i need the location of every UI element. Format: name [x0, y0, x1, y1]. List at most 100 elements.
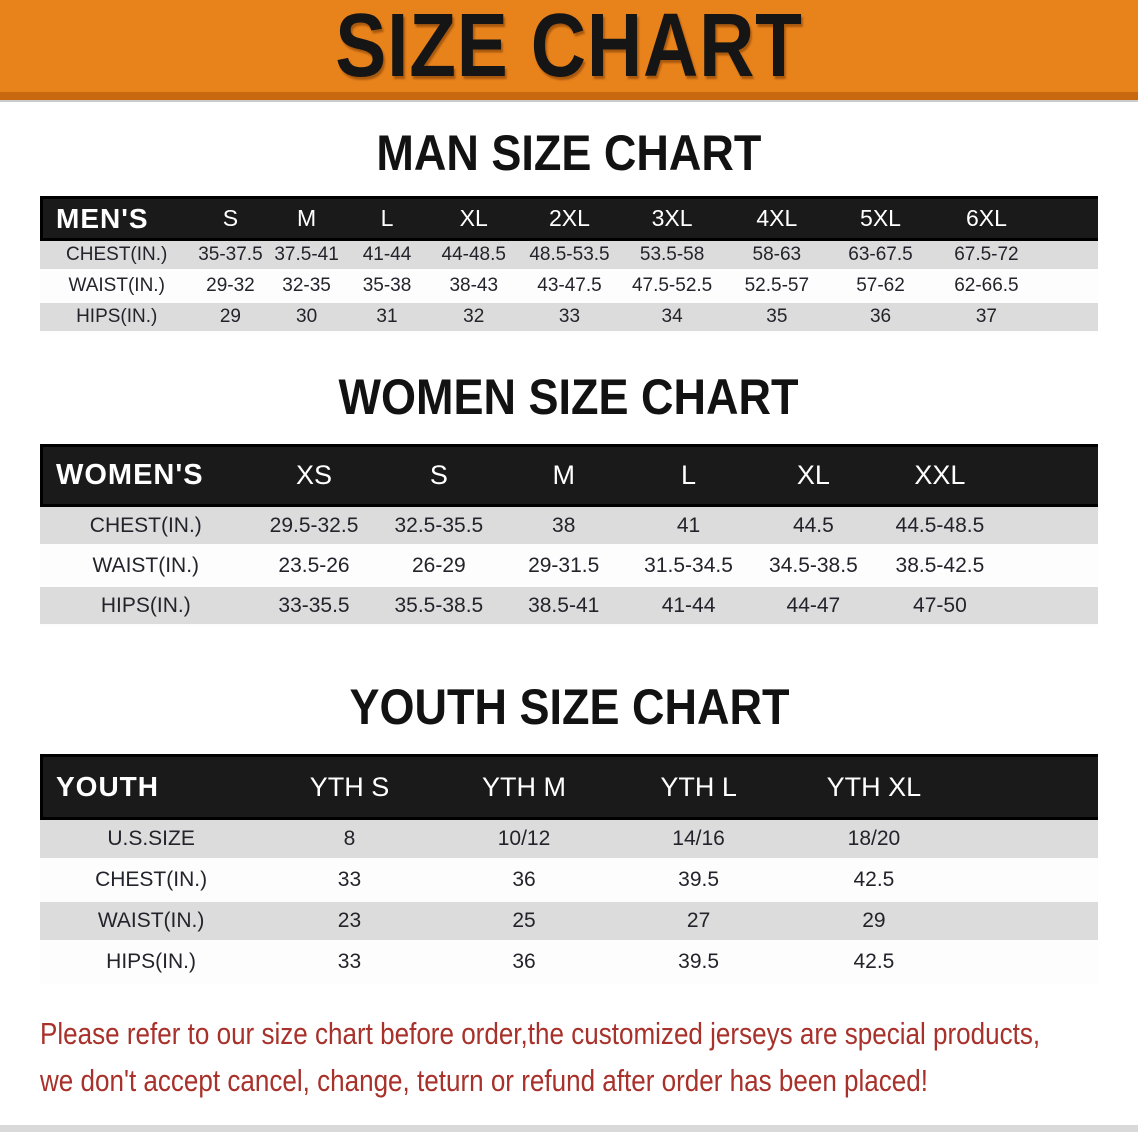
- size-value-cell: 37: [931, 303, 1098, 334]
- men-waist-row: WAIST(IN.) 29-32 32-35 35-38 38-43 43-47…: [40, 272, 1098, 303]
- size-col-header: L: [626, 444, 751, 507]
- size-value-cell: 37.5-41: [267, 241, 346, 272]
- size-value-cell: 39.5: [611, 943, 786, 984]
- size-value-cell: 30: [267, 303, 346, 334]
- size-value-cell: 42.5: [785, 861, 1098, 902]
- size-value-cell: 29.5-32.5: [251, 507, 377, 547]
- size-value-cell: 47-50: [875, 587, 1098, 627]
- size-value-cell: 23: [262, 902, 437, 943]
- size-value-cell: 57-62: [829, 272, 932, 303]
- row-label: CHEST(IN.): [40, 241, 194, 272]
- women-chest-row: CHEST(IN.) 29.5-32.5 32.5-35.5 38 41 44.…: [40, 507, 1098, 547]
- size-value-cell: 35-37.5: [193, 241, 268, 272]
- size-value-cell: 29: [785, 902, 1098, 943]
- size-value-cell: 36: [436, 861, 612, 902]
- youth-waist-row: WAIST(IN.) 23 25 27 29: [40, 902, 1098, 943]
- banner: SIZE CHART: [0, 0, 1138, 100]
- row-label: WAIST(IN.): [40, 902, 263, 943]
- size-value-cell: 44-47: [750, 587, 876, 627]
- size-value-cell: 38: [501, 507, 627, 547]
- women-section-heading: WOMEN SIZE CHART: [0, 372, 1138, 422]
- size-value-cell: 36: [436, 943, 612, 984]
- size-value-cell: 38.5-41: [501, 587, 627, 627]
- size-value-cell: 38-43: [428, 272, 520, 303]
- size-col-header: YTH L: [611, 754, 786, 820]
- size-value-cell: 14/16: [611, 820, 786, 861]
- disclaimer-line1: Please refer to our size chart before or…: [40, 1010, 1138, 1057]
- youth-hips-row: HIPS(IN.) 33 36 39.5 42.5: [40, 943, 1098, 984]
- women-heading-text: WOMEN SIZE CHART: [339, 369, 799, 425]
- size-col-header: 6XL: [931, 196, 1098, 241]
- size-col-header: XL: [750, 444, 876, 507]
- bottom-edge-strip: [0, 1125, 1138, 1132]
- row-label: HIPS(IN.): [40, 943, 263, 984]
- youth-heading-text: YOUTH SIZE CHART: [348, 679, 790, 735]
- size-value-cell: 27: [611, 902, 786, 943]
- youth-header-row: YOUTH YTH S YTH M YTH L YTH XL: [40, 754, 1098, 820]
- size-col-header: 2XL: [519, 196, 620, 241]
- size-value-cell: 48.5-53.5: [519, 241, 620, 272]
- size-value-cell: 34.5-38.5: [750, 547, 876, 587]
- size-value-cell: 32-35: [267, 272, 346, 303]
- men-chest-row: CHEST(IN.) 35-37.5 37.5-41 41-44 44-48.5…: [40, 241, 1098, 272]
- size-col-header: 4XL: [724, 196, 830, 241]
- size-value-cell: 26-29: [376, 547, 502, 587]
- row-label: HIPS(IN.): [40, 587, 252, 627]
- size-value-cell: 33: [262, 861, 437, 902]
- women-size-table: WOMEN'S XS S M L XL XXL CHEST(IN.) 29.5-…: [40, 444, 1098, 627]
- page-title: SIZE CHART: [335, 0, 803, 96]
- women-table-label: WOMEN'S: [40, 444, 252, 507]
- size-col-header: S: [376, 444, 502, 507]
- row-label: WAIST(IN.): [40, 547, 252, 587]
- size-value-cell: 44.5-48.5: [875, 507, 1098, 547]
- disclaimer: Please refer to our size chart before or…: [40, 1010, 1138, 1104]
- size-value-cell: 43-47.5: [519, 272, 620, 303]
- youth-chest-row: CHEST(IN.) 33 36 39.5 42.5: [40, 861, 1098, 902]
- size-value-cell: 44-48.5: [428, 241, 520, 272]
- women-waist-row: WAIST(IN.) 23.5-26 26-29 29-31.5 31.5-34…: [40, 547, 1098, 587]
- men-heading-text: MAN SIZE CHART: [376, 125, 762, 181]
- size-value-cell: 32.5-35.5: [376, 507, 502, 547]
- size-value-cell: 31: [345, 303, 429, 334]
- size-col-header: YTH XL: [785, 754, 1098, 820]
- row-label: CHEST(IN.): [40, 861, 263, 902]
- size-value-cell: 47.5-52.5: [619, 272, 725, 303]
- size-value-cell: 23.5-26: [251, 547, 377, 587]
- size-value-cell: 18/20: [785, 820, 1098, 861]
- disclaimer-line1-text: Please refer to our size chart before or…: [40, 1016, 1041, 1051]
- size-col-header: YTH M: [436, 754, 612, 820]
- size-col-header: XS: [251, 444, 377, 507]
- men-header-row: MEN'S S M L XL 2XL 3XL 4XL 5XL 6XL: [40, 196, 1098, 241]
- size-value-cell: 34: [619, 303, 725, 334]
- disclaimer-line2-text: we don't accept cancel, change, teturn o…: [40, 1063, 929, 1098]
- size-value-cell: 42.5: [785, 943, 1098, 984]
- size-value-cell: 8: [262, 820, 437, 861]
- size-col-header: S: [193, 196, 268, 241]
- men-section-heading: MAN SIZE CHART: [0, 128, 1138, 178]
- size-value-cell: 44.5: [750, 507, 876, 547]
- size-col-header: 5XL: [829, 196, 932, 241]
- size-value-cell: 38.5-42.5: [875, 547, 1098, 587]
- size-value-cell: 35-38: [345, 272, 429, 303]
- size-value-cell: 25: [436, 902, 612, 943]
- size-value-cell: 33: [262, 943, 437, 984]
- row-label: U.S.SIZE: [40, 820, 263, 861]
- men-table-label: MEN'S: [40, 196, 194, 241]
- size-value-cell: 29: [193, 303, 268, 334]
- row-label: CHEST(IN.): [40, 507, 252, 547]
- size-value-cell: 10/12: [436, 820, 612, 861]
- size-col-header: L: [345, 196, 429, 241]
- size-value-cell: 32: [428, 303, 520, 334]
- size-col-header: XL: [428, 196, 520, 241]
- size-value-cell: 63-67.5: [829, 241, 932, 272]
- size-value-cell: 62-66.5: [931, 272, 1098, 303]
- size-value-cell: 29-32: [193, 272, 268, 303]
- women-hips-row: HIPS(IN.) 33-35.5 35.5-38.5 38.5-41 41-4…: [40, 587, 1098, 627]
- size-value-cell: 41-44: [626, 587, 751, 627]
- row-label: WAIST(IN.): [40, 272, 194, 303]
- men-hips-row: HIPS(IN.) 29 30 31 32 33 34 35 36 37: [40, 303, 1098, 334]
- size-value-cell: 31.5-34.5: [626, 547, 751, 587]
- size-value-cell: 52.5-57: [724, 272, 830, 303]
- size-col-header: M: [267, 196, 346, 241]
